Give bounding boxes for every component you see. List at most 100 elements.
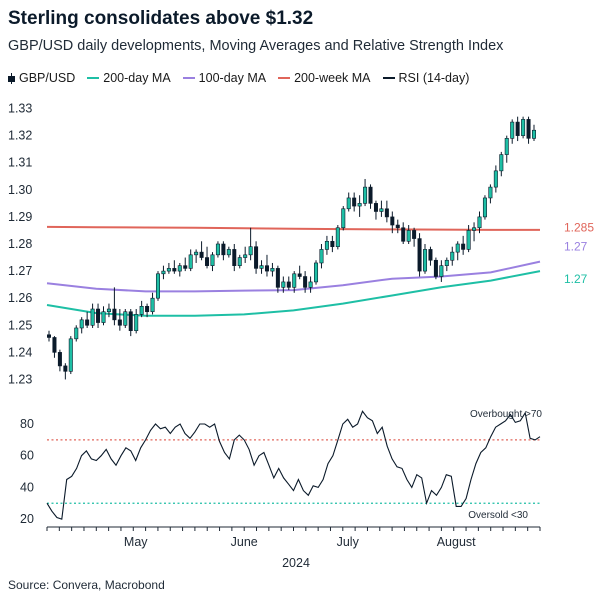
candle-body [417,238,422,272]
y-tick-label: 1.26 [8,291,32,305]
candle-body [145,306,150,313]
candle-body [303,276,308,288]
rsi-tick-label: 60 [20,449,34,463]
candle-body [395,224,400,229]
candle-body [406,230,411,242]
y-tick-label: 1.31 [8,156,32,170]
candle-body [210,254,215,266]
source-note: Source: Convera, Macrobond [8,578,165,592]
candle-body [346,197,351,210]
candle-body [264,265,269,272]
candle-body [493,170,498,188]
candle-body [243,254,248,258]
x-tick-label: May [124,535,148,549]
year-label: 2024 [282,556,310,570]
candle-body [254,246,259,269]
candle-body [248,246,253,256]
candle-body [477,216,482,229]
candle-body [90,308,95,326]
legend-label: 200-day MA [103,71,171,85]
candle-body [363,186,368,204]
y-tick-label: 1.29 [8,210,32,224]
x-tick-label: August [437,535,476,549]
candle-body [428,249,433,261]
chart-subtitle: GBP/USD daily developments, Moving Avera… [8,38,504,54]
x-tick-label: June [231,535,258,549]
candle-body [259,265,264,269]
candle-body [85,319,90,326]
candle-body [401,227,406,242]
candle-body [63,365,68,372]
candle-body [106,308,111,313]
rsi-line [46,410,541,520]
candle-body [531,129,536,139]
candle-body [281,281,286,288]
candle-body [79,319,84,329]
y-tick-label: 1.23 [8,372,32,386]
candle-body [221,243,226,256]
candle-body [161,270,166,275]
candle-body [52,337,57,353]
candle-body [357,203,362,207]
candle-body [439,265,444,277]
y-tick-label: 1.27 [8,264,32,278]
legend-item-200d-ma: 200-day MA [87,71,171,85]
candle-body [352,197,357,207]
candle-body [139,306,144,315]
y-tick-label: 1.32 [8,129,32,143]
x-tick-label: July [337,535,360,549]
legend-item-rsi: RSI (14-day) [382,71,469,85]
candle-body [324,240,329,250]
candle-body [444,259,449,266]
candle-body [150,297,155,313]
candle-body [455,243,460,253]
candle-body [319,249,324,264]
legend-label: GBP/USD [19,71,76,85]
candle-body [314,262,319,283]
candle-body [308,281,313,288]
candle-body [466,230,471,250]
candle-body [226,249,231,256]
candle-body [177,265,182,272]
candle-body [215,243,220,256]
legend: GBP/USD 200-day MA 100-day MA 200-week M… [8,71,469,85]
candle-body [461,243,466,250]
candle-body [134,314,139,331]
candle-body [275,268,280,288]
candle-body [341,208,346,229]
y-tick-label: 1.28 [8,237,32,251]
candle-body [74,327,79,340]
legend-label: 200-week MA [294,71,371,85]
oversold-label: Oversold <30 [468,510,528,521]
candle-body [390,216,395,226]
candle-body [237,257,242,266]
candle-body [504,138,509,155]
candle-body [412,230,417,239]
candle-body [330,240,335,248]
candle-body [155,273,160,299]
candle-body [482,197,487,218]
rsi-panel: 20 40 60 80 Overbought >70 Oversold <30 [20,409,542,526]
legend-item-100d-ma: 100-day MA [182,71,267,85]
candle-body [183,265,188,269]
candle-body [368,186,373,204]
legend-label: 100-day MA [198,71,267,85]
candle-body [128,311,133,331]
y-tick-label: 1.33 [8,102,32,116]
candle-body [166,268,171,272]
candle-body [46,334,51,338]
line-swatch-icon [87,77,100,79]
candle-body [472,227,477,231]
candle-body [286,281,291,288]
candle-body [199,251,204,258]
legend-item-200w-ma: 200-week MA [278,71,371,85]
candle-body [450,251,455,261]
candle-swatch-icon [8,72,15,84]
candle-body [526,119,531,139]
chart-title: Sterling consolidates above $1.32 [8,8,314,29]
candle-body [433,259,438,277]
line-swatch-icon [182,77,195,79]
ma-end-label: 1.27 [564,272,588,286]
candle-body [292,273,297,288]
